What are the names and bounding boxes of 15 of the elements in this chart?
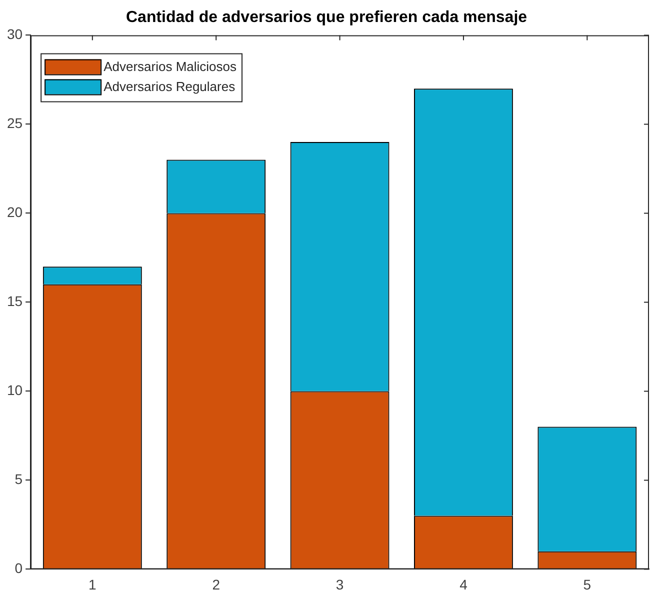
legend-label: Adversarios Regulares (104, 78, 236, 94)
chart-title: Cantidad de adversarios que prefieren cada mensaje (126, 9, 528, 26)
y-tick-label: 10 (6, 382, 23, 398)
y-tick-label: 15 (6, 293, 23, 310)
x-tick-label: 3 (336, 576, 344, 592)
x-tick-label: 5 (583, 576, 592, 592)
y-tick-label: 30 (6, 26, 23, 42)
y-tick-label: 20 (6, 204, 23, 220)
y-tick-label: 5 (14, 471, 23, 488)
legend-label: Adversarios Maliciosos (104, 58, 238, 74)
x-tick-label: 4 (460, 576, 468, 592)
x-tick-label: 2 (212, 576, 220, 592)
x-tick-label: 1 (88, 576, 97, 592)
y-tick-label: 25 (6, 115, 23, 132)
y-tick-label: 0 (14, 560, 23, 576)
